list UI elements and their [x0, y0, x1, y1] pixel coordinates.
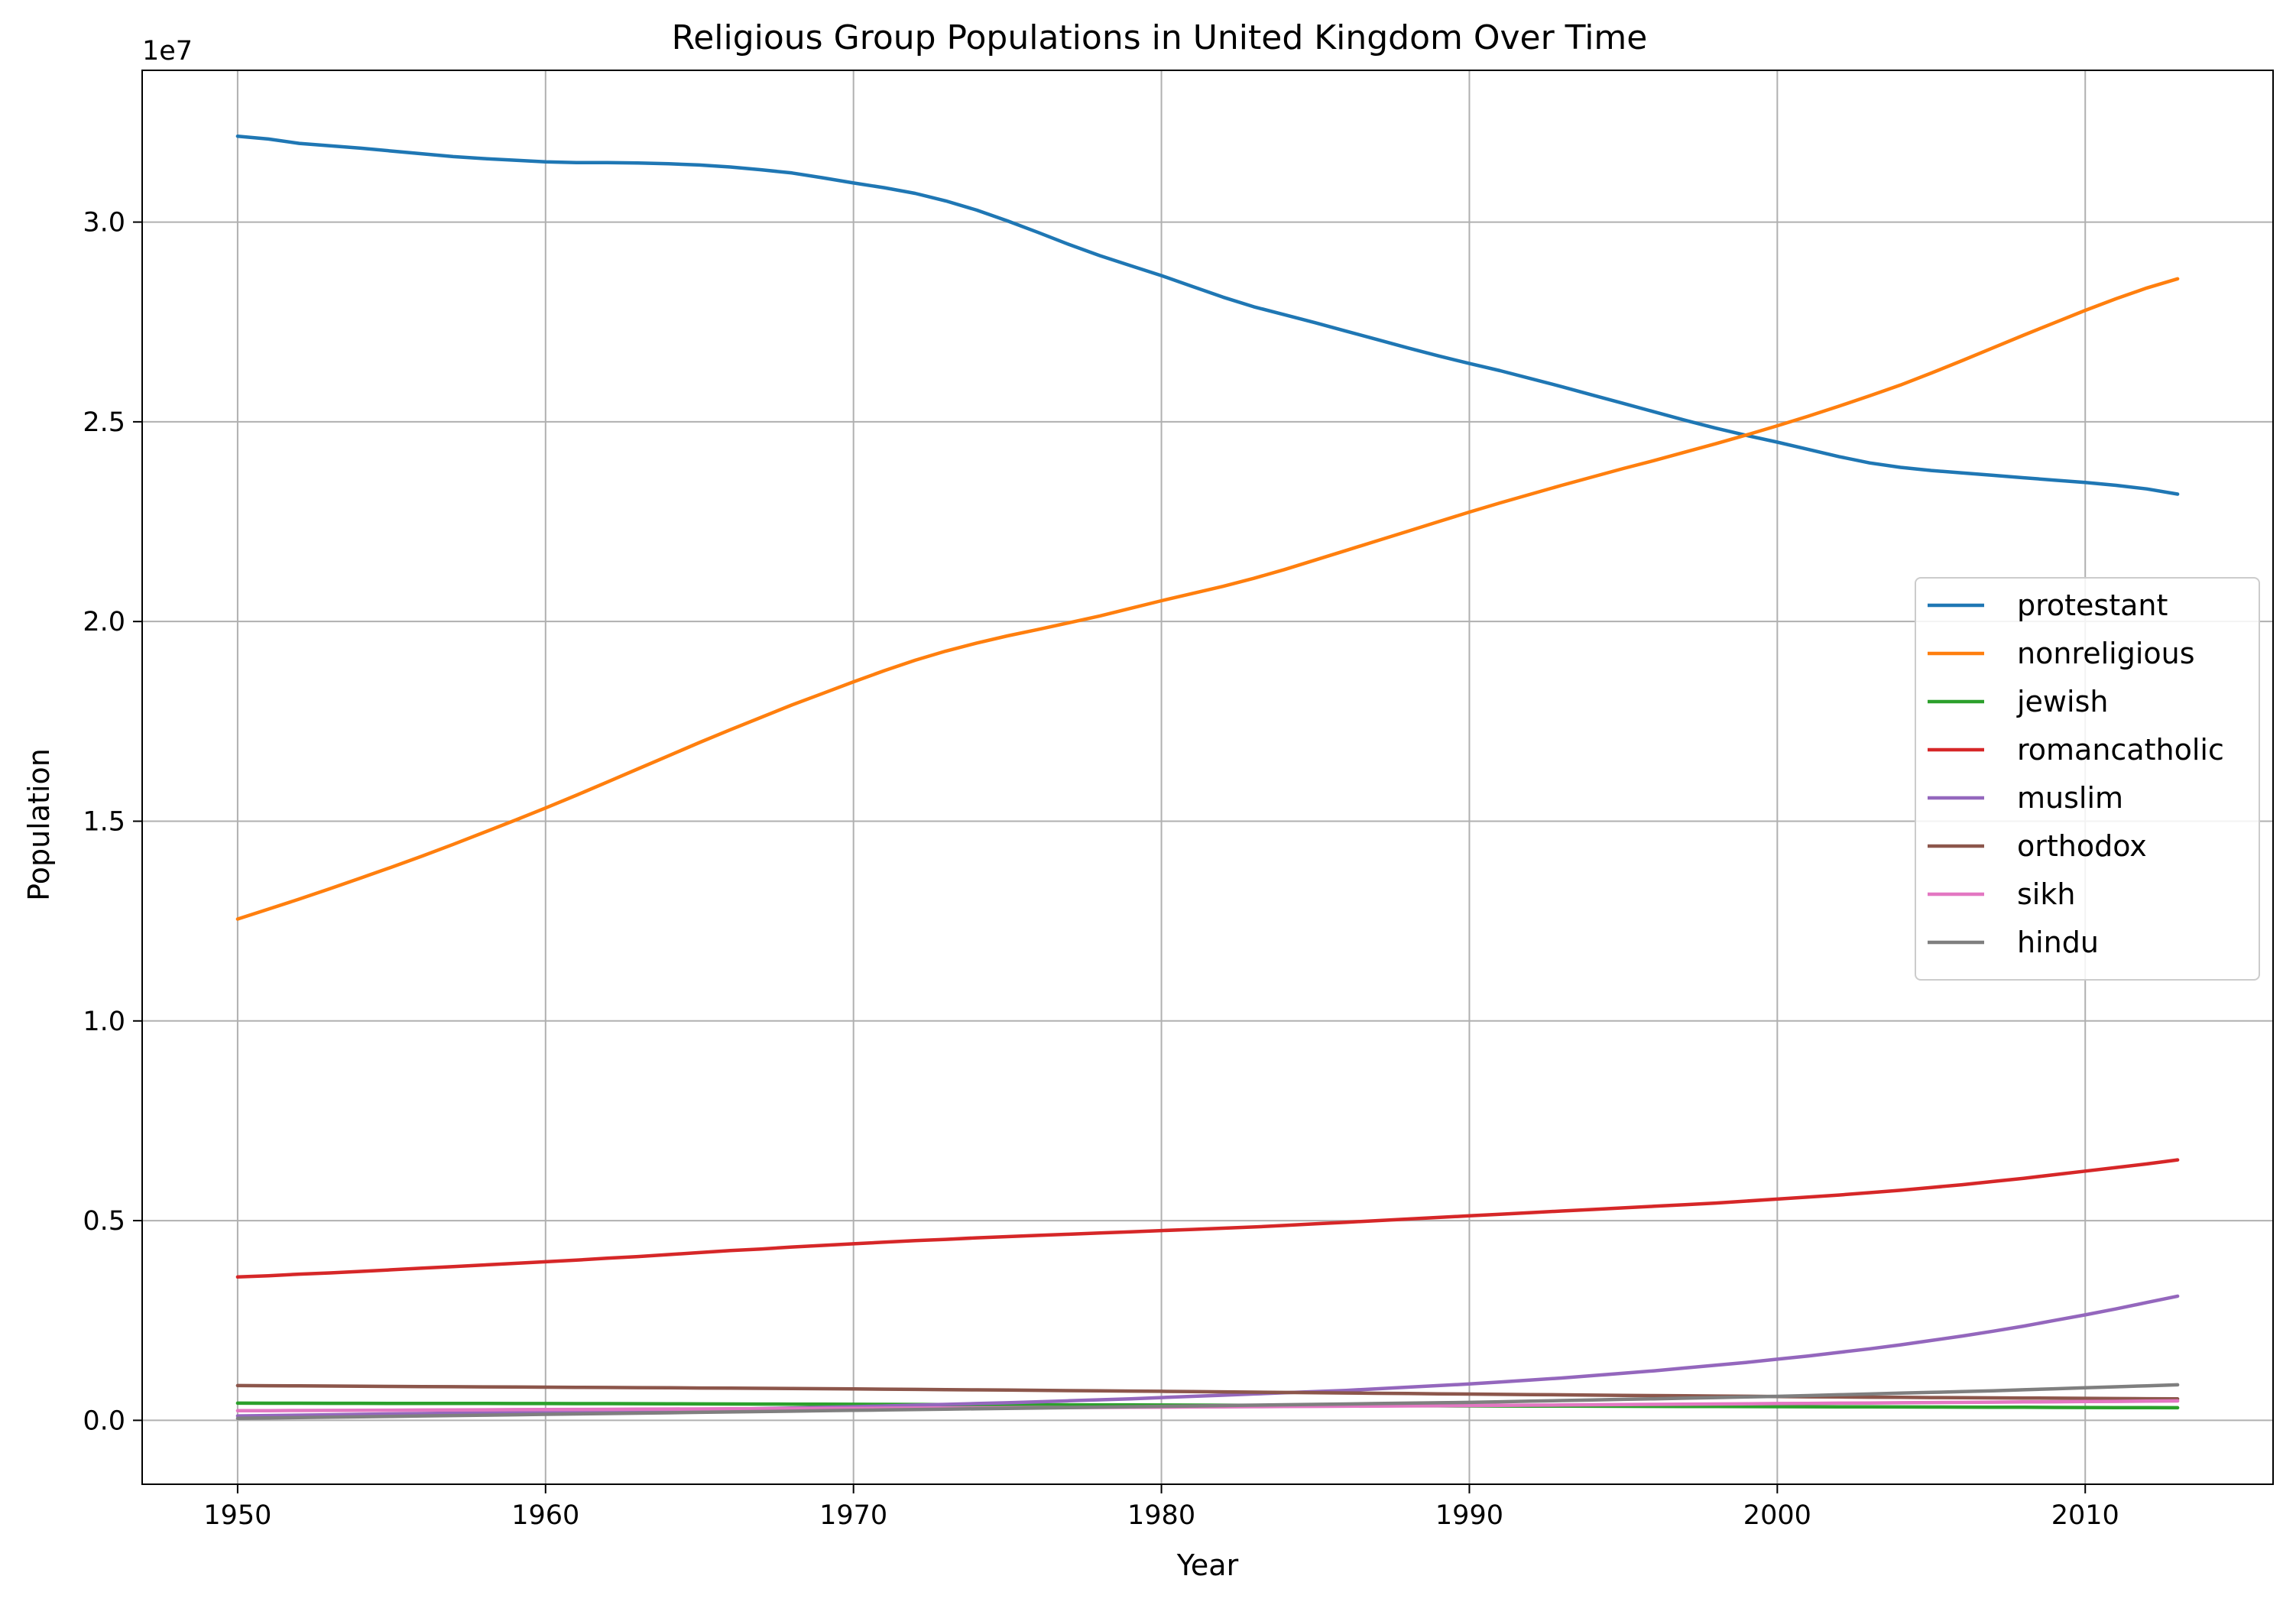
legend-label-hindu: hindu [2017, 926, 2099, 959]
x-tick-label: 2010 [2051, 1500, 2119, 1531]
series-layer [235, 134, 2180, 1421]
y-tick-label: 3.0 [83, 208, 125, 238]
legend-label-jewish: jewish [2016, 685, 2108, 718]
legend: protestant nonreligious jewish romancatholi… [1915, 577, 2260, 981]
series-line-protestant [235, 134, 2180, 496]
legend-label-protestant: protestant [2017, 588, 2168, 622]
x-tick-label: 1950 [203, 1500, 271, 1531]
x-axis-ticks: 1950 1960 1970 1980 1990 2000 2010 [203, 1484, 2119, 1531]
series-line-orthodox [235, 1383, 2180, 1401]
y-tick-label: 1.5 [83, 806, 125, 837]
legend-label-muslim: muslim [2017, 781, 2123, 815]
x-axis-label: Year [1176, 1548, 1239, 1582]
y-tick-label: 2.0 [83, 607, 125, 637]
y-axis-ticks: 0.0 0.5 1.0 1.5 2.0 2.5 3.0 [83, 208, 142, 1436]
x-tick-label: 2000 [1743, 1500, 1811, 1531]
series-line-hindu [235, 1383, 2180, 1421]
x-tick-label: 1980 [1127, 1500, 1195, 1531]
x-tick-label: 1970 [819, 1500, 887, 1531]
y-tick-label: 0.5 [83, 1206, 125, 1237]
grid-lines [142, 70, 2273, 1484]
legend-label-nonreligious: nonreligious [2017, 637, 2195, 670]
series-line-nonreligious [235, 277, 2180, 921]
y-axis-offset-label: 1e7 [142, 36, 193, 66]
series-line-romancatholic [235, 1158, 2180, 1279]
y-tick-label: 2.5 [83, 407, 125, 438]
legend-label-romancatholic: romancatholic [2017, 733, 2224, 767]
plot-frame [141, 70, 2274, 1485]
legend-label-sikh: sikh [2017, 877, 2075, 911]
series-line-muslim [235, 1294, 2180, 1418]
y-tick-label: 0.0 [83, 1406, 125, 1436]
chart-title: Religious Group Populations in United Ki… [672, 18, 1648, 57]
x-tick-label: 1960 [511, 1500, 579, 1531]
y-axis-label: Population [22, 748, 56, 901]
legend-label-orthodox: orthodox [2017, 829, 2147, 863]
x-tick-label: 1990 [1435, 1500, 1503, 1531]
legend-box [1915, 577, 2260, 981]
y-tick-label: 1.0 [83, 1007, 125, 1037]
